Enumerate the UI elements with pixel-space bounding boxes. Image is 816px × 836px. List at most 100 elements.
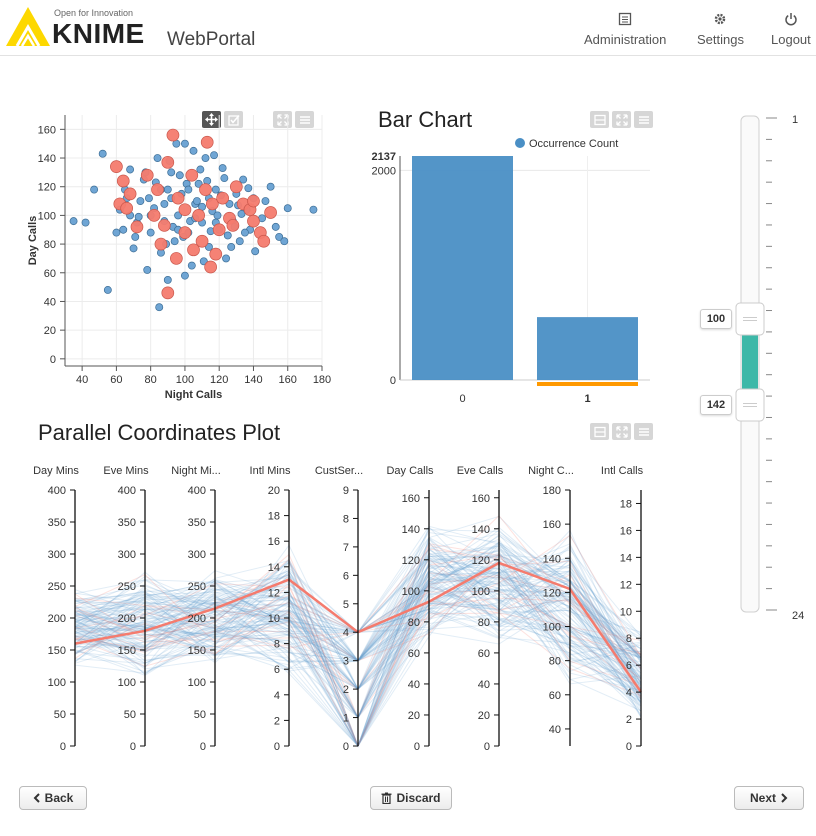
scatter-point-selected [212,223,226,237]
parallel-tick-label: 1 [343,713,349,725]
select-button[interactable] [224,111,243,128]
scatter-point [201,154,210,162]
parallel-axis-label: CustSer... [315,465,363,477]
scatter-point-selected [140,168,154,182]
parallel-tick-label: 140 [402,524,420,536]
scatter-point [192,197,201,206]
discard-label: Discard [396,791,441,805]
scatter-y-tick-label: 0 [50,354,56,366]
parallel-tick-label: 6 [274,664,280,676]
scatter-point [160,199,169,208]
parallel-tick-label: 300 [118,549,136,561]
scatter-point [103,286,112,294]
next-label: Next [749,791,776,805]
parallel-menu-button[interactable] [634,423,653,440]
parallel-tick-label: 60 [549,690,561,702]
parallel-tick-label: 120 [402,555,420,567]
parallel-tick-label: 16 [268,536,280,548]
parallel-tick-label: 5 [343,599,349,611]
scatter-point [119,225,128,234]
bar-x-tick-label: 1 [584,393,590,405]
bar-fullscreen-button[interactable] [612,111,631,128]
scatter-point-selected [200,135,214,149]
scatter-point [199,257,208,266]
scatter-x-tick-label: 100 [176,374,194,386]
back-button[interactable]: Back [19,786,87,810]
scatter-point [163,185,172,194]
scatter-point [194,179,203,188]
menu-button[interactable] [295,111,314,128]
scatter-point-selected [264,206,277,219]
header-bar: Open for Innovation KNIME WebPortal Admi… [0,0,816,56]
chevron-left-icon [33,793,40,803]
scatter-y-tick-label: 160 [38,124,56,136]
power-icon [771,12,811,30]
nav-logout[interactable]: Logout [771,12,811,47]
parallel-tick-label: 80 [478,617,490,629]
slider-handle [735,302,765,336]
parallel-tick-label: 6 [343,570,349,582]
scatter-point [129,244,138,253]
expand-icon [615,113,628,126]
scatter-point-selected [185,168,199,182]
parallel-axis-label: Night Mi... [171,465,221,477]
scatter-point-selected [147,209,161,222]
parallel-tick-label: 80 [408,617,420,629]
scatter-point [167,168,176,177]
scatter-point-selected [187,243,200,257]
parallel-tick-label: 2 [626,714,632,726]
nav-administration[interactable]: Administration [584,12,666,47]
scatter-y-label: Day Calls [27,216,39,266]
parallel-fullscreen-button[interactable] [612,423,631,440]
bar-y-tick-label: 2000 [372,165,396,177]
scatter-x-tick-label: 80 [145,374,157,386]
chevron-right-icon [781,793,788,803]
scatter-point [136,197,145,206]
parallel-tick-label: 20 [268,485,280,497]
scatter-point-selected [192,209,205,222]
scatter-plot[interactable]: 40 60 80 100 120 140 160 180 0 20 40 60 80 100 120 140 1… [20,112,340,412]
scatter-y-tick-label: 100 [38,210,56,222]
scatter-point [204,243,213,251]
scatter-x-tick-label: 40 [76,374,88,386]
parallel-tick-label: 180 [543,485,561,497]
nav-logout-label: Logout [771,32,811,47]
parallel-tick-label: 140 [543,553,561,565]
scatter-point [239,175,248,184]
expand-icon [615,425,628,438]
parallel-option-button[interactable] [590,423,609,440]
range-slider[interactable]: 1 24 [725,110,816,622]
parallel-tick-label: 200 [118,613,136,625]
parallel-tick-label: 20 [478,710,490,722]
pan-button[interactable] [202,111,221,128]
scatter-point [170,237,179,246]
scatter-point [261,197,270,206]
next-button[interactable]: Next [734,786,804,810]
parallel-tick-label: 8 [626,633,632,645]
scatter-point-selected [123,187,137,201]
discard-button[interactable]: Discard [370,786,452,810]
scatter-point-selected [151,183,164,196]
scatter-point-selected [154,237,168,251]
scatter-point [175,171,184,180]
parallel-tick-label: 0 [626,741,632,753]
parallel-axis-label: Eve Mins [103,465,149,477]
nav-settings[interactable]: Settings [697,12,744,47]
move-icon [205,113,218,126]
scatter-point-selected [166,128,180,142]
parallel-tick-label: 18 [268,511,280,523]
scatter-point [180,271,189,280]
parallel-axis-label: Intl Mins [250,465,291,477]
product-name: WebPortal [167,29,256,50]
bar-option-button[interactable] [590,111,609,128]
bar-selection-marker [537,382,638,386]
parallel-tick-label: 60 [408,648,420,660]
brand-name: KNIME [52,18,145,49]
scatter-point-selected [209,247,223,261]
bar-menu-button[interactable] [634,111,653,128]
bar-chart[interactable]: 0 2000 2137 0 1 Occurrence Count [360,132,660,412]
parallel-tick-label: 300 [188,549,206,561]
admin-list-icon [584,12,666,30]
hamburger-icon [638,427,649,436]
